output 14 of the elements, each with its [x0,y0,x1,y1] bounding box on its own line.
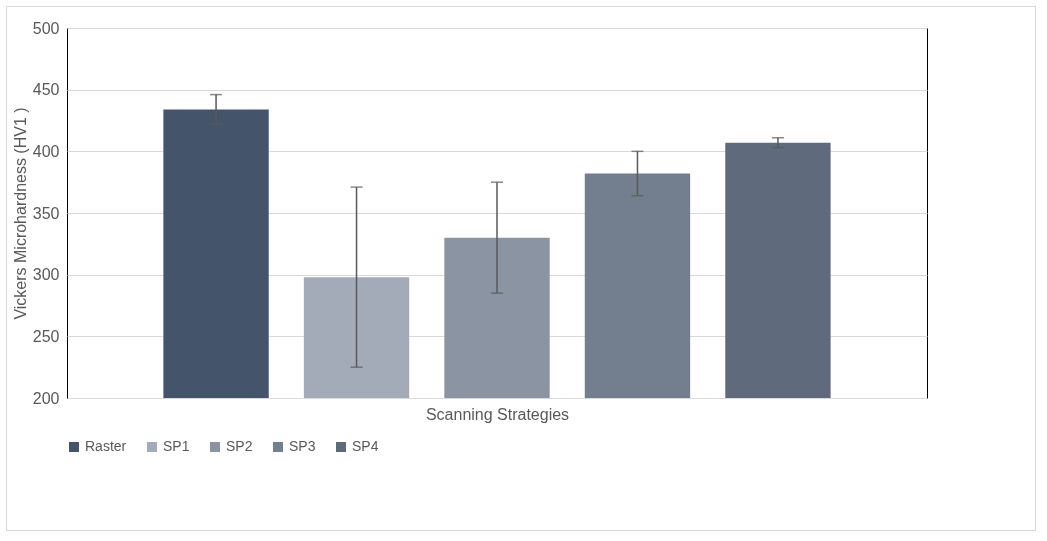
legend-label: SP3 [289,438,316,454]
x-axis-title: Scanning Strategies [425,405,570,423]
y-tick-label: 300 [32,266,60,284]
legend-label: SP4 [352,438,379,454]
y-tick-label: 500 [32,19,60,37]
y-axis-title: Vickers Microhardness (HV1 ) [11,107,29,320]
legend-label: SP1 [163,438,190,454]
y-tick-label: 250 [32,327,60,345]
legend-label: Raster [85,438,127,454]
legend-label: SP2 [226,438,253,454]
y-tick-label: 400 [32,142,60,160]
y-tick-label: 450 [32,81,60,99]
y-tick-label: 200 [32,389,60,407]
y-tick-label: 350 [32,204,60,222]
